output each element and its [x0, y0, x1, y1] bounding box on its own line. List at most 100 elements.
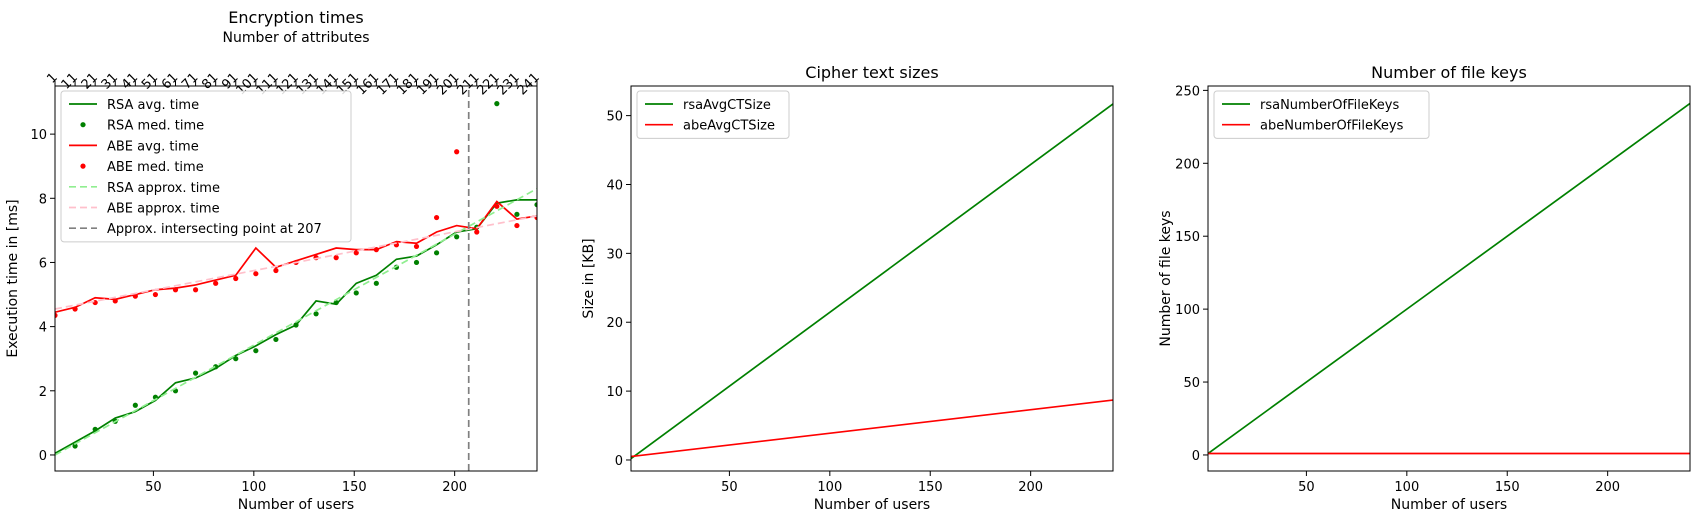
- x-axis-label: Number of users: [238, 497, 354, 513]
- plot-area: [1208, 102, 1690, 455]
- series-point-1-0: [72, 443, 78, 449]
- chart-title: Encryption times: [228, 8, 363, 27]
- series-point-1-12: [313, 311, 319, 317]
- y-tick-label: 0: [615, 454, 623, 469]
- series-point-3-5: [152, 291, 159, 298]
- series-point-3-1: [72, 306, 78, 312]
- top-tick-label: 21: [79, 70, 101, 92]
- legend-label: RSA med. time: [107, 119, 204, 134]
- series-point-1-21: [494, 101, 500, 107]
- series-point-1-9: [253, 348, 259, 354]
- x-tick-label: 50: [1298, 480, 1315, 495]
- legend-label: Approx. intersecting point at 207: [107, 222, 322, 237]
- y-tick-label: 40: [606, 178, 623, 193]
- series-point-1-17: [413, 259, 420, 266]
- chart-2: 50 100 150 200 0 50 100 150 200 250 Number of user…: [1158, 63, 1691, 513]
- legend-box: [60, 90, 352, 243]
- series-point-1-6: [192, 370, 199, 376]
- y-tick-label: 150: [1175, 230, 1200, 245]
- series-point-3-20: [454, 149, 460, 155]
- x-tick-label: 200: [1595, 480, 1620, 495]
- legend-marker: [80, 163, 86, 169]
- y-tick-label: 4: [39, 321, 47, 336]
- y-tick-label: 50: [1183, 376, 1200, 391]
- legend-marker: [80, 122, 86, 128]
- y-tick-label: 20: [606, 316, 623, 331]
- chart-title: Cipher text sizes: [805, 63, 938, 82]
- x-tick-label: 50: [145, 480, 162, 495]
- legend-item: abeAvgCTSize: [645, 119, 775, 134]
- legend-label: ABE med. time: [107, 160, 204, 175]
- y-axis-label: Execution time in [ms]: [5, 199, 21, 357]
- legend-item: Approx. intersecting point at 207: [69, 222, 322, 237]
- series-point-1-15: [373, 280, 379, 286]
- legend-item: RSA avg. time: [69, 98, 199, 113]
- y-axis-label: Size in [KB]: [581, 238, 597, 318]
- y-tick-label: 8: [39, 192, 47, 207]
- series-point-3-9: [233, 275, 239, 282]
- legend: rsaNumberOfFileKeys abeNumberOfFileKeys: [1213, 90, 1430, 139]
- x-tick-label: 150: [342, 480, 367, 495]
- x-tick-label: 50: [721, 480, 738, 495]
- x-tick-label: 100: [241, 480, 266, 495]
- legend-label: ABE avg. time: [107, 139, 199, 154]
- plot-area: [55, 86, 537, 471]
- legend: rsaAvgCTSize abeAvgCTSize: [636, 90, 790, 139]
- y-tick-label: 10: [30, 128, 47, 143]
- top-tick-label: 31: [99, 70, 121, 92]
- series-point-1-7: [213, 364, 219, 370]
- x-tick-label: 150: [1495, 480, 1520, 495]
- series-point-3-7: [192, 287, 199, 293]
- legend-item: RSA med. time: [80, 119, 204, 134]
- y-tick-label: 10: [606, 385, 623, 400]
- top-tick-label: 81: [199, 70, 221, 92]
- top-tick-label: 41: [119, 70, 141, 92]
- series-point-1-1: [92, 426, 98, 432]
- chart-title: Number of file keys: [1371, 63, 1527, 82]
- legend-label: abeNumberOfFileKeys: [1260, 119, 1404, 134]
- legend-item: rsaNumberOfFileKeys: [1222, 98, 1399, 113]
- series-point-1-19: [454, 234, 460, 240]
- series-point-3-3: [112, 298, 118, 304]
- series-point-1-3: [132, 402, 138, 408]
- series-point-3-4: [132, 293, 138, 299]
- series-point-3-8: [213, 280, 219, 286]
- y-tick-label: 2: [39, 385, 47, 400]
- series-point-3-15: [353, 250, 359, 256]
- series-point-1-14: [353, 290, 359, 296]
- series-point-3-0: [55, 312, 58, 318]
- series-point-3-21: [474, 229, 480, 235]
- legend-label: rsaAvgCTSize: [683, 98, 771, 113]
- chart-0: 50 100 150 200 0 2 4 6 8 10 Number of users Executi…: [5, 8, 543, 513]
- legend-label: abeAvgCTSize: [683, 119, 775, 134]
- y-tick-label: 50: [606, 110, 623, 125]
- x-axis-label: Number of users: [1391, 497, 1507, 513]
- x-tick-label: 100: [817, 480, 842, 495]
- legend-box: [1213, 90, 1430, 139]
- legend-label: ABE approx. time: [107, 202, 220, 217]
- legend: RSA avg. time RSA med. time ABE avg. time A…: [60, 90, 352, 243]
- x-tick-label: 100: [1394, 480, 1419, 495]
- legend-box: [636, 90, 790, 139]
- top-tick-label: 1: [44, 70, 60, 86]
- series-line-0: [1208, 102, 1690, 455]
- series-point-3-22: [494, 203, 500, 209]
- series-point-3-11: [273, 267, 279, 274]
- plot-area: [631, 103, 1113, 460]
- x-tick-label: 200: [1018, 480, 1043, 495]
- axes-frame: [1207, 85, 1691, 472]
- y-tick-label: 6: [39, 256, 47, 271]
- series-line-1: [631, 399, 1113, 458]
- series-point-1-10: [273, 336, 279, 343]
- series-point-3-19: [433, 214, 440, 221]
- y-tick-label: 250: [1175, 84, 1200, 99]
- series-point-1-23: [534, 202, 537, 208]
- axes-frame: [630, 85, 1114, 472]
- series-point-3-23: [514, 222, 520, 229]
- series-point-1-22: [514, 211, 520, 217]
- y-tick-label: 0: [39, 449, 47, 464]
- series-point-3-14: [333, 255, 339, 261]
- x-tick-label: 150: [918, 480, 943, 495]
- top-tick-label: 241: [515, 70, 543, 98]
